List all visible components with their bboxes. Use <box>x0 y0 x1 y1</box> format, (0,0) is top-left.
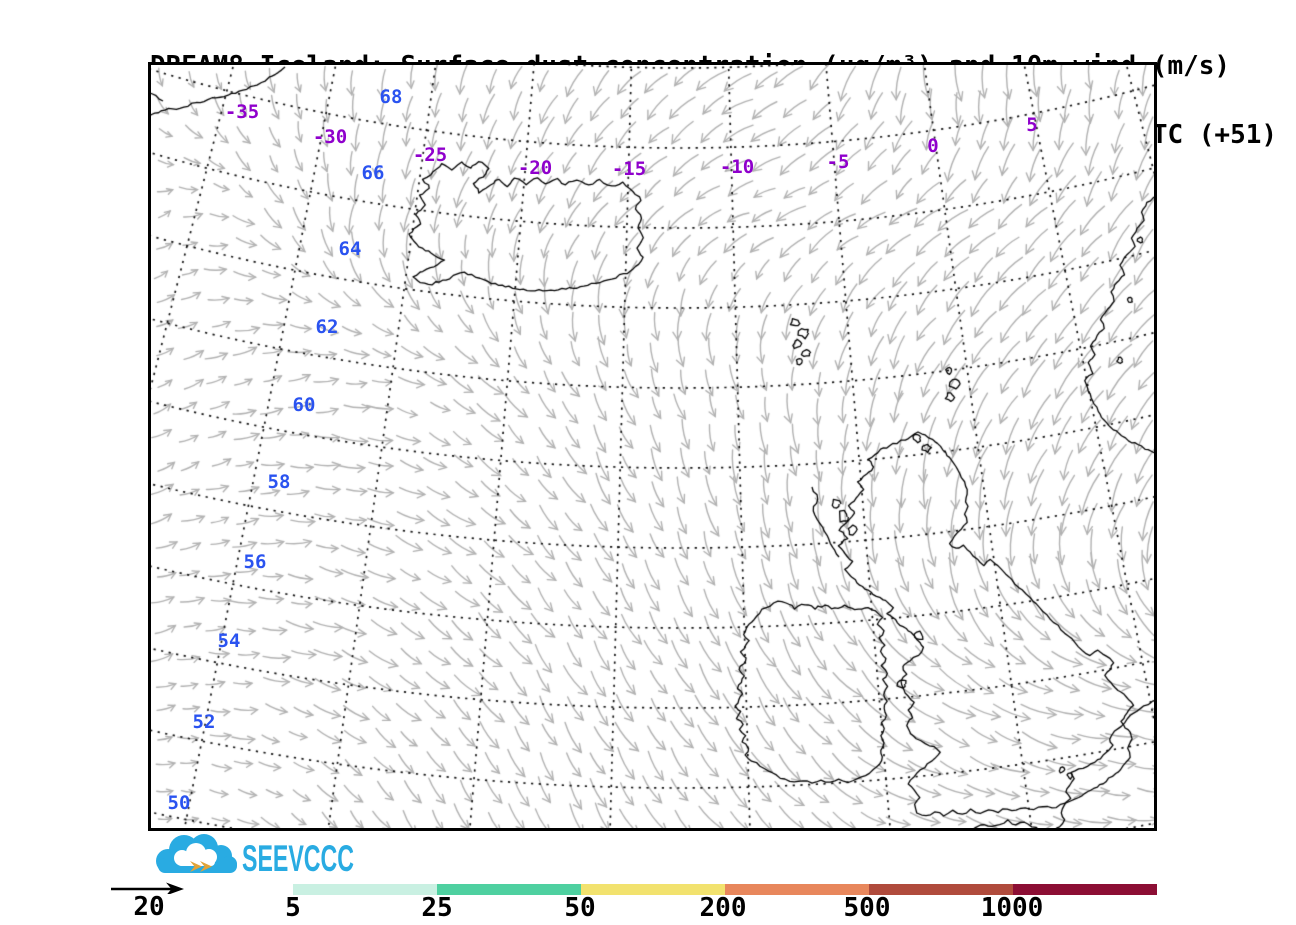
latitude-label: 68 <box>379 86 403 108</box>
map-frame <box>148 62 1157 831</box>
colorbar-tick-labels: 5 25 50 200 500 1000 <box>0 893 1296 923</box>
latitude-label: 56 <box>243 551 267 573</box>
logo-text: SEEVCCC <box>242 838 354 878</box>
colorbar-tick: 5 <box>285 893 301 923</box>
latitude-label: 66 <box>361 162 385 184</box>
longitude-label: -20 <box>517 157 553 179</box>
colorbar-tick: 1000 <box>980 893 1044 923</box>
longitude-label: 5 <box>1026 114 1038 136</box>
wind-scale-legend: 20 <box>106 879 202 922</box>
seevccc-logo: SEEVCCC <box>148 834 508 878</box>
longitude-label: -25 <box>412 144 448 166</box>
latitude-label: 58 <box>267 471 291 493</box>
longitude-label: -5 <box>826 151 850 173</box>
dust-colorbar <box>293 884 1157 895</box>
colorbar-segment <box>725 884 869 895</box>
colorbar-tick: 500 <box>843 893 891 923</box>
colorbar-tick: 25 <box>421 893 453 923</box>
latitude-label: 50 <box>167 792 191 814</box>
latitude-label: 60 <box>292 394 316 416</box>
latitude-label: 54 <box>217 630 241 652</box>
wind-reference-arrow-icon <box>111 882 184 896</box>
latitude-label: 62 <box>315 316 339 338</box>
latitude-label: 52 <box>192 711 216 733</box>
longitude-label: -30 <box>312 126 348 148</box>
colorbar-tick: 50 <box>564 893 596 923</box>
cloud-logo-icon: SEEVCCC <box>156 834 354 878</box>
weather-map-canvas <box>151 65 1154 828</box>
longitude-label: 0 <box>927 135 939 157</box>
colorbar-segment <box>1013 884 1157 895</box>
longitude-label: -35 <box>224 101 260 123</box>
wind-reference-value: 20 <box>133 892 165 922</box>
colorbar-segment <box>437 884 581 895</box>
colorbar-segment <box>293 884 437 895</box>
latitude-label: 64 <box>338 238 362 260</box>
colorbar-segment <box>581 884 725 895</box>
colorbar-tick: 200 <box>699 893 747 923</box>
longitude-label: -15 <box>611 158 647 180</box>
longitude-label: -10 <box>719 156 755 178</box>
colorbar-segment <box>869 884 1013 895</box>
